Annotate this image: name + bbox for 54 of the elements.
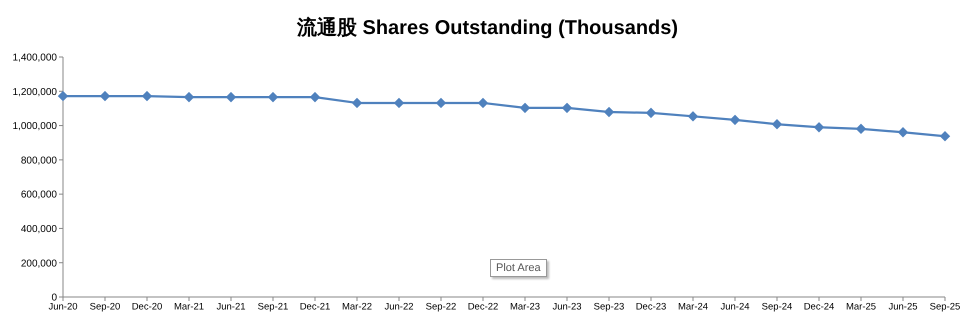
y-tick-label: 1,000,000 bbox=[12, 121, 58, 132]
chart-title: 流通股 Shares Outstanding (Thousands) bbox=[296, 16, 680, 41]
point bbox=[394, 98, 404, 108]
x-tick-label: Mar-25 bbox=[846, 302, 876, 313]
point bbox=[520, 102, 530, 113]
point bbox=[898, 127, 908, 138]
point bbox=[562, 102, 572, 113]
x-tick-label: Mar-22 bbox=[342, 302, 372, 313]
x-tick-label: Mar-23 bbox=[510, 302, 540, 313]
point bbox=[730, 114, 740, 125]
point bbox=[604, 107, 614, 118]
x-tick-label: Sep-22 bbox=[426, 302, 456, 313]
point bbox=[772, 119, 782, 130]
x-tick-label: Dec-20 bbox=[132, 302, 162, 313]
x-tick-label: Jun-20 bbox=[48, 302, 78, 313]
point bbox=[688, 111, 698, 122]
y-tick-label: 800,000 bbox=[20, 155, 58, 166]
x-tick-label: Jun-23 bbox=[552, 302, 582, 313]
y-tick-label: 400,000 bbox=[20, 224, 58, 235]
point bbox=[478, 98, 488, 108]
point bbox=[226, 92, 236, 102]
x-tick-label: Jun-25 bbox=[888, 302, 918, 313]
point bbox=[646, 108, 656, 118]
x-tick-label: Dec-24 bbox=[804, 302, 834, 313]
x-tick-label: Mar-21 bbox=[174, 302, 204, 313]
point bbox=[940, 131, 950, 142]
y-tick-label: 1,400,000 bbox=[12, 52, 58, 64]
x-tick-label: Sep-20 bbox=[90, 302, 120, 313]
y-tick-label: 600,000 bbox=[20, 190, 58, 201]
x-tick-label: Jun-21 bbox=[216, 302, 246, 313]
y-tick-label: 1,200,000 bbox=[12, 86, 58, 98]
x-tick-label: Sep-25 bbox=[930, 302, 960, 313]
point bbox=[184, 92, 194, 102]
y-tick-label: 0 bbox=[51, 292, 58, 304]
point bbox=[268, 92, 278, 102]
point bbox=[856, 124, 866, 134]
x-tick-label: Dec-21 bbox=[300, 302, 330, 313]
x-tick-label: Sep-23 bbox=[594, 302, 624, 313]
point bbox=[310, 92, 320, 102]
point bbox=[100, 91, 110, 102]
point bbox=[58, 91, 68, 102]
point bbox=[352, 98, 362, 108]
point bbox=[142, 91, 152, 102]
x-tick-label: Sep-24 bbox=[762, 302, 792, 313]
x-tick-label: Dec-22 bbox=[468, 302, 498, 313]
point bbox=[436, 98, 446, 108]
point bbox=[814, 122, 824, 132]
x-tick-label: Sep-21 bbox=[258, 302, 288, 313]
x-tick-label: Jun-22 bbox=[384, 302, 414, 313]
x-tick-label: Dec-23 bbox=[636, 302, 666, 313]
x-tick-label: Mar-24 bbox=[678, 302, 708, 313]
x-tick-label: Jun-24 bbox=[720, 302, 750, 313]
annotation: Plot Area bbox=[490, 259, 547, 277]
y-tick-label: 200,000 bbox=[20, 258, 58, 270]
